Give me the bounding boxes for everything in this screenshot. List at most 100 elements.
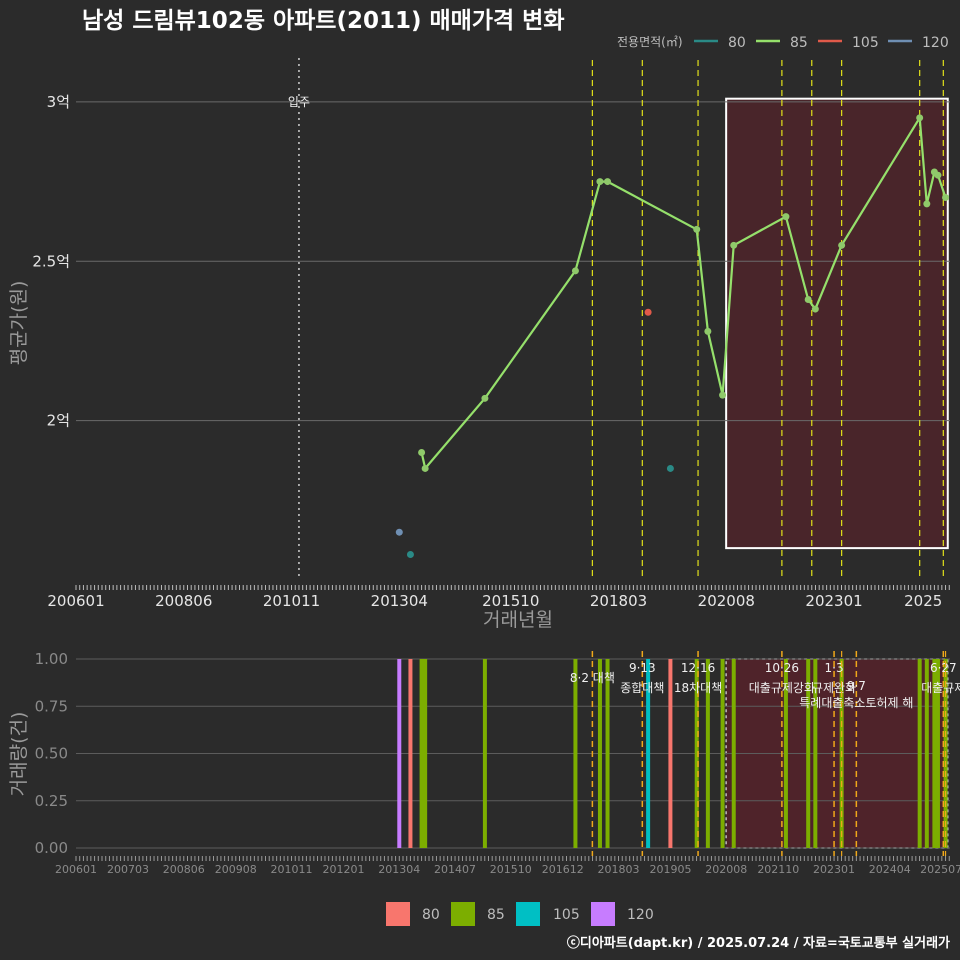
policy-date-label: 1·3: [825, 661, 844, 675]
bar-85: [917, 659, 922, 848]
point-120: [395, 528, 403, 536]
policy-name-label: 규제완화: [812, 681, 856, 695]
legend-bar-label-80: 80: [422, 907, 440, 923]
bar-85: [597, 659, 602, 848]
bar-105: [646, 659, 651, 848]
y-tick-label-top: 2.5억: [32, 252, 70, 270]
point-85: [704, 327, 712, 335]
point-85: [719, 391, 727, 399]
y-tick-label-bottom: 0.25: [35, 792, 68, 810]
point-85: [838, 241, 846, 249]
x-tick-label-bottom: 200908: [215, 863, 257, 876]
legend-bottom: 80 85 105 120: [386, 902, 654, 926]
x-tick-label-bottom: 202404: [869, 863, 911, 876]
legend-bar-swatch-85: [451, 902, 475, 926]
bar-85: [423, 659, 428, 848]
policy-date-label: 9·7: [847, 679, 866, 693]
bar-85: [482, 659, 487, 848]
legend-bar-swatch-120: [591, 902, 615, 926]
legend-bar-label-105: 105: [553, 907, 580, 923]
legend-top: 전용면적(㎡) 80 85 105 120: [617, 35, 949, 51]
policy-date-label: 6·27: [930, 661, 957, 675]
point-85: [804, 296, 812, 303]
y-tick-label-top: 3억: [47, 93, 70, 111]
point-85: [916, 114, 924, 122]
legend-label-85: 85: [790, 35, 808, 51]
bar-85: [705, 659, 710, 848]
x-tick-label-bottom: 200703: [107, 863, 149, 876]
bar-80: [668, 659, 673, 848]
point-85: [418, 449, 426, 456]
x-tick-label-bottom: 202008: [705, 863, 747, 876]
chart-title: 남성 드림뷰102동 아파트(2011) 매매가격 변화: [82, 8, 564, 34]
x-tick-label-bottom: 201803: [598, 863, 640, 876]
policy-date-label: 9·13: [629, 661, 656, 675]
legend-bar-label-85: 85: [487, 907, 505, 923]
x-tick-label-top: 201304: [371, 592, 428, 610]
x-tick-label-bottom: 202110: [757, 863, 799, 876]
point-105: [644, 308, 652, 316]
policy-name-label: 종합대책: [620, 680, 664, 695]
x-tick-label-top: 201803: [590, 592, 647, 610]
point-80: [666, 464, 674, 472]
policy-name-label: 대출규제강화: [749, 681, 815, 695]
bar-85: [813, 659, 818, 848]
point-85: [481, 394, 489, 402]
move-in-label: 입주: [288, 95, 310, 109]
y-tick-label-bottom: 0.75: [35, 697, 68, 715]
policy-name-label: 18차대책: [674, 680, 722, 695]
bar-85: [935, 659, 940, 848]
point-85: [782, 213, 790, 221]
bar-85: [605, 659, 610, 848]
bar-85: [731, 659, 736, 848]
legend-label-80: 80: [728, 35, 746, 51]
bar-85: [924, 659, 929, 848]
y-tick-label-bottom: 1.00: [35, 650, 68, 668]
point-85: [421, 464, 429, 472]
x-tick-label-bottom: 201201: [323, 863, 365, 876]
y-tick-label-bottom: 0.00: [35, 839, 68, 857]
x-tick-label-top: 201510: [482, 592, 539, 610]
policy-date-label: 12·16: [681, 661, 715, 675]
point-85: [730, 241, 738, 249]
bar-85: [932, 659, 937, 848]
point-85: [693, 225, 701, 233]
x-tick-label-top: 200601: [47, 592, 104, 610]
legend-bar-label-120: 120: [627, 907, 654, 923]
policy-name-label: 특례대출축소토허제 해: [799, 696, 913, 710]
x-axis-title-top: 거래년월: [483, 609, 553, 631]
x-tick-label-top: 2025: [904, 592, 942, 610]
bar-85: [419, 659, 424, 848]
legend-bar-swatch-80: [386, 902, 410, 926]
legend-label-120: 120: [922, 35, 949, 51]
policy-name-label: 8·2 대책: [570, 670, 615, 685]
volume-plot: 0.00 0.25 0.50 0.75 1.00 200601 200703 200806 20…: [35, 650, 960, 876]
y-axis-title-top: 평균가(원): [8, 281, 30, 366]
x-tick-label-bottom: 201905: [650, 863, 692, 876]
policy-name-label: 대출규제: [921, 681, 960, 695]
source-caption: ⓒ디아파트(dapt.kr) / 2025.07.24 / 자료=국토교통부 실…: [567, 935, 950, 951]
bar-85: [783, 659, 788, 848]
x-tick-label-top: 200806: [155, 592, 212, 610]
x-tick-label-bottom: 201510: [490, 863, 532, 876]
legend-title: 전용면적(㎡): [617, 35, 683, 49]
point-85: [571, 267, 579, 275]
point-85: [604, 178, 612, 186]
y-tick-label-bottom: 0.50: [35, 745, 68, 763]
point-85: [942, 194, 950, 201]
x-tick-label-bottom: 200806: [163, 863, 205, 876]
x-tick-label-top: 201011: [263, 592, 320, 610]
policy-date-label: 10·26: [765, 661, 799, 675]
bar-120: [397, 659, 402, 848]
x-tick-label-top: 202008: [698, 592, 755, 610]
point-85: [596, 178, 604, 186]
bar-80: [408, 659, 413, 848]
bar-85: [720, 659, 725, 848]
legend-label-105: 105: [852, 35, 879, 51]
y-tick-label-top: 2억: [47, 412, 70, 430]
bar-85: [694, 659, 699, 848]
bar-85: [806, 659, 811, 848]
x-tick-label-bottom: 200601: [55, 863, 97, 876]
point-85: [934, 171, 942, 179]
